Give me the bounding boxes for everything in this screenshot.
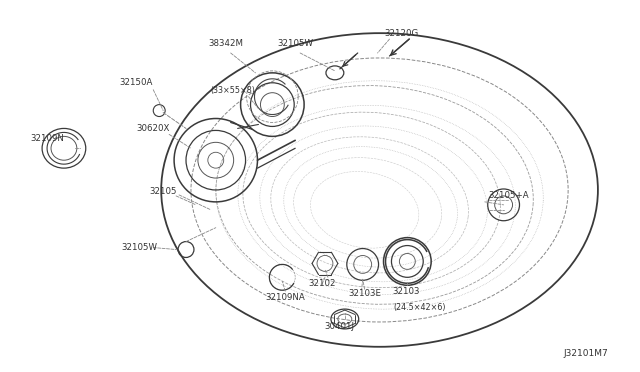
Text: 32109N: 32109N — [30, 134, 64, 143]
Text: 32102: 32102 — [308, 279, 336, 288]
Text: 32103E: 32103E — [348, 289, 381, 298]
Text: 32105W: 32105W — [277, 39, 313, 48]
Text: 30401J: 30401J — [325, 323, 355, 331]
Text: 32105W: 32105W — [122, 243, 157, 252]
Text: 32105: 32105 — [149, 187, 177, 196]
Text: 38342M: 38342M — [208, 39, 243, 48]
Text: J32101M7: J32101M7 — [563, 349, 608, 358]
Text: (33×55×8): (33×55×8) — [210, 86, 255, 95]
Text: 32103: 32103 — [392, 287, 420, 296]
Text: 32109NA: 32109NA — [266, 293, 305, 302]
Text: (24.5×42×6): (24.5×42×6) — [393, 302, 445, 312]
Text: 32120G: 32120G — [385, 29, 419, 38]
Text: 32105+A: 32105+A — [489, 192, 529, 201]
Text: 32150A: 32150A — [120, 78, 153, 87]
Text: 30620X: 30620X — [136, 124, 170, 133]
